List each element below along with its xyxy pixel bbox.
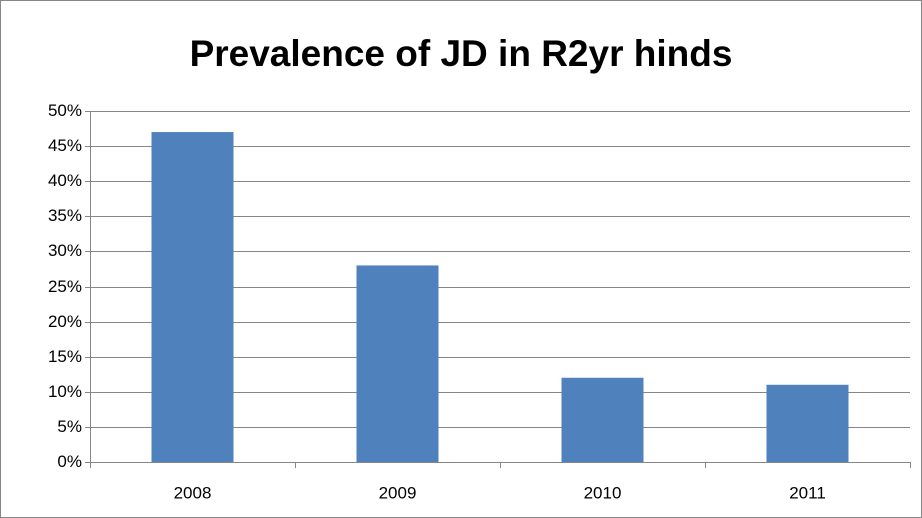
bar [356,265,439,462]
y-tick-label: 30% [48,241,82,260]
y-tick-label: 50% [48,101,82,120]
y-tick-label: 20% [48,312,82,331]
x-tick-label: 2008 [174,483,212,502]
chart-title: Prevalence of JD in R2yr hinds [190,33,733,74]
bar [151,132,234,462]
y-tick-label: 0% [57,452,82,471]
y-tick-label: 10% [48,382,82,401]
y-tick-label: 15% [48,347,82,366]
y-tick-label: 45% [48,136,82,155]
bar [561,377,644,462]
x-tick-label: 2009 [379,483,417,502]
y-tick-label: 25% [48,277,82,296]
y-tick-label: 5% [57,417,82,436]
x-tick-label: 2010 [584,483,622,502]
y-tick-label: 35% [48,206,82,225]
x-tick-label: 2011 [789,483,826,502]
bar [766,384,849,462]
y-tick-label: 40% [48,171,82,190]
